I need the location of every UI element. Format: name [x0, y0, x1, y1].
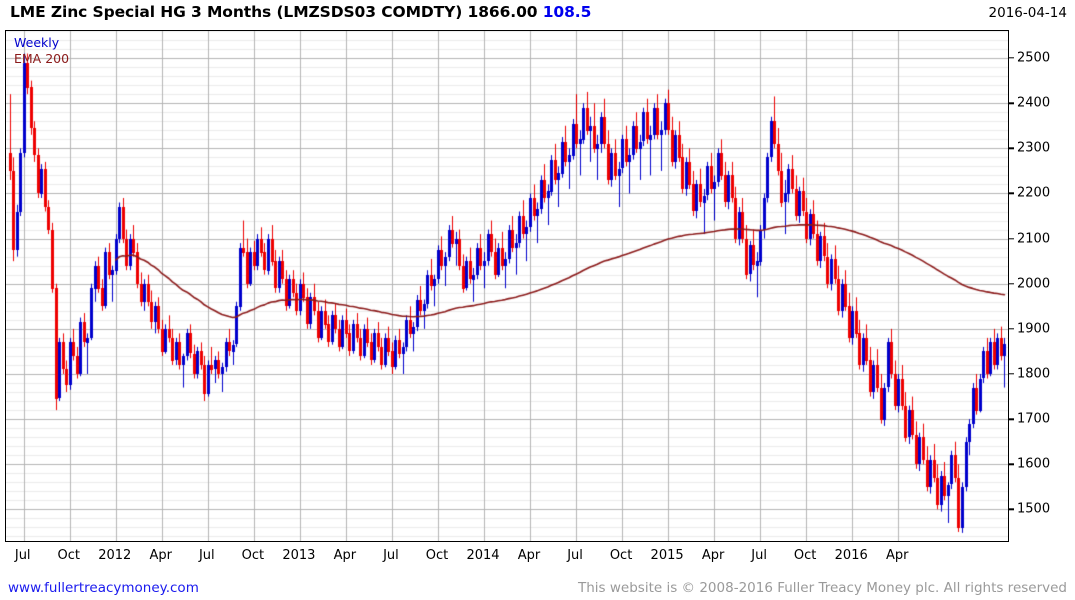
y-tick-mark: [1009, 147, 1014, 150]
y-tick-label: 1600: [1017, 456, 1051, 472]
chart-plot-area[interactable]: Weekly EMA 200: [5, 30, 1009, 542]
x-tick-label: Oct: [425, 548, 449, 563]
y-tick-mark: [1009, 283, 1014, 285]
x-tick-label: Oct: [609, 548, 633, 563]
copyright-notice: This website is © 2008-2016 Fuller Treac…: [578, 580, 1067, 596]
x-tick-label: 2016: [834, 548, 868, 563]
y-tick-label: 1900: [1017, 321, 1051, 337]
x-tick-label: Jul: [567, 548, 583, 563]
y-tick-label: 2000: [1017, 276, 1051, 292]
x-axis: Jul Oct 2012 Apr Jul Oct 2013 Apr Jul Oct 2014 Apr J…: [5, 542, 1009, 568]
y-tick-mark: [1009, 192, 1014, 195]
x-tick-label: Jul: [14, 548, 31, 563]
x-tick-label: Oct: [241, 548, 265, 563]
last-price: 1866.00: [467, 3, 538, 21]
y-tick-label: 1500: [1017, 501, 1051, 517]
y-tick-mark: [1009, 373, 1014, 375]
y-tick-mark: [1009, 418, 1014, 420]
y-tick-mark: [1009, 508, 1014, 511]
x-tick-label: Apr: [333, 548, 357, 563]
y-tick-mark: [1009, 463, 1014, 465]
y-tick-label: 2200: [1017, 185, 1051, 201]
y-tick-label: 2400: [1017, 95, 1051, 111]
x-tick-label: Jul: [751, 548, 767, 563]
y-tick-label: 1700: [1017, 411, 1051, 427]
y-tick-mark: [1009, 237, 1014, 240]
candlestick-series: [6, 31, 1008, 541]
y-tick-mark: [1009, 57, 1014, 59]
x-tick-label: Apr: [149, 548, 173, 563]
x-tick-label: Jul: [383, 548, 399, 563]
x-tick-label: Oct: [793, 548, 817, 563]
y-tick-label: 2100: [1017, 231, 1051, 247]
x-tick-label: 2013: [282, 548, 316, 563]
y-tick-label: 1800: [1017, 366, 1051, 382]
site-url[interactable]: www.fullertreacymoney.com: [8, 580, 199, 596]
price-change: 108.5: [542, 3, 592, 21]
x-tick-label: 2012: [98, 548, 132, 563]
x-tick-label: Apr: [701, 548, 725, 563]
x-tick-label: 2014: [466, 548, 500, 563]
y-tick-label: 2500: [1017, 50, 1051, 66]
y-tick-mark: [1009, 328, 1014, 330]
chart-header: LME Zinc Special HG 3 Months (LMZSDS03 C…: [0, 0, 1075, 26]
x-tick-label: Apr: [885, 548, 909, 563]
chart-date: 2016-04-14: [988, 5, 1067, 21]
instrument-name: LME Zinc Special HG 3 Months (LMZSDS03 C…: [10, 3, 463, 21]
y-tick-mark: [1009, 102, 1014, 104]
page-title: LME Zinc Special HG 3 Months (LMZSDS03 C…: [10, 3, 591, 21]
x-tick-label: Jul: [198, 548, 215, 563]
x-tick-label: 2015: [650, 548, 684, 563]
x-tick-label: Apr: [517, 548, 541, 563]
y-tick-label: 2300: [1017, 140, 1051, 156]
x-tick-label: Oct: [57, 548, 80, 563]
y-axis: 2500 2400 2300 2200 2100 2000 1900 1800 1700 1600…: [1009, 30, 1075, 542]
